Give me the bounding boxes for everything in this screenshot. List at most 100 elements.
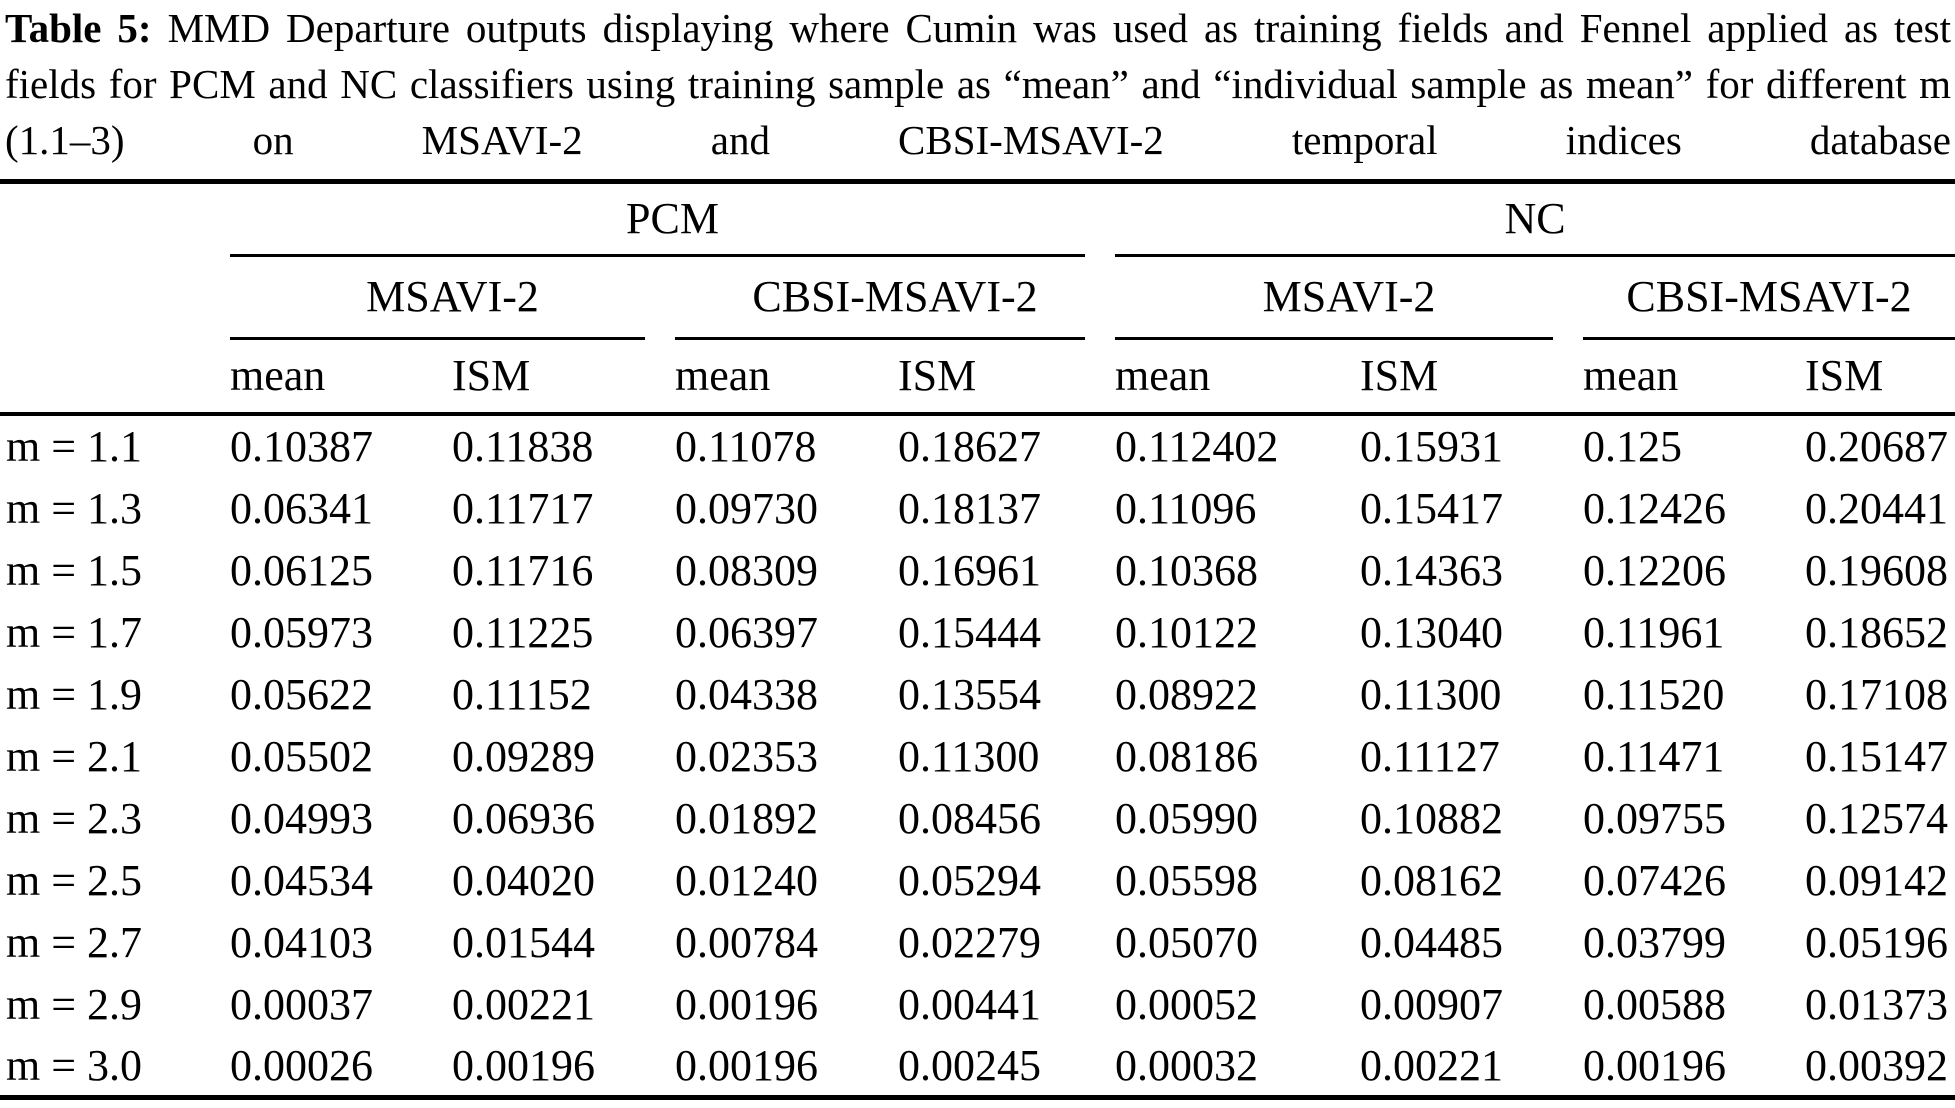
col-header-ism-4: ISM	[1805, 351, 1884, 400]
data-cell: 0.00037	[230, 980, 373, 1029]
table-row: m = 3.0 0.00026 0.00196 0.00196 0.00245 0.000…	[0, 1036, 1955, 1098]
data-cell: 0.11096	[1115, 484, 1257, 533]
index-header-nc-msavi2: MSAVI-2	[1262, 272, 1436, 321]
table-body: m = 1.1 0.10387 0.11838 0.11078 0.18627 0.112…	[0, 416, 1955, 1098]
row-label: m = 1.7	[6, 608, 143, 657]
rule-cell	[230, 253, 1115, 257]
data-cell: 0.112402	[1115, 422, 1279, 471]
data-cell: 0.17108	[1805, 670, 1949, 719]
rule-under-pcm-cbsi	[675, 336, 1086, 340]
row-label: m = 1.1	[6, 422, 143, 471]
data-cell: 0.10122	[1115, 608, 1259, 657]
data-cell: 0.15147	[1805, 732, 1949, 781]
data-cell: 0.16961	[898, 546, 1041, 595]
data-cell: 0.13554	[898, 670, 1041, 719]
data-cell: 0.08922	[1115, 670, 1259, 719]
data-cell: 0.04993	[230, 794, 373, 843]
table-row: m = 1.3 0.06341 0.11717 0.09730 0.18137 0.110…	[0, 478, 1955, 540]
data-cell: 0.00052	[1115, 980, 1259, 1029]
table-row: m = 1.9 0.05622 0.11152 0.04338 0.13554 0.089…	[0, 664, 1955, 726]
rule-cell	[1115, 253, 1955, 257]
row-label: m = 2.9	[6, 980, 143, 1029]
data-cell: 0.11300	[898, 732, 1040, 781]
col-header-ism-2: ISM	[898, 351, 977, 400]
data-cell: 0.18627	[898, 422, 1041, 471]
group-header-pcm: PCM	[626, 194, 719, 244]
table-row: m = 2.7 0.04103 0.01544 0.00784 0.02279 0.050…	[0, 912, 1955, 974]
rule-cell	[1583, 336, 1955, 340]
data-cell: 0.00441	[898, 980, 1041, 1029]
data-cell: 0.03799	[1583, 918, 1727, 967]
data-cell: 0.05294	[898, 856, 1041, 905]
data-cell: 0.08162	[1360, 856, 1504, 905]
data-cell: 0.04534	[230, 856, 373, 905]
data-cell: 0.18652	[1805, 608, 1949, 657]
data-cell: 0.11225	[452, 608, 594, 657]
data-cell: 0.09142	[1805, 856, 1949, 905]
data-cell: 0.12206	[1583, 546, 1727, 595]
rule-cell	[675, 336, 1115, 340]
data-cell: 0.00784	[675, 918, 818, 967]
data-cell: 0.00196	[1583, 1040, 1727, 1090]
col-header-ism-1: ISM	[452, 351, 531, 400]
group-header-nc: NC	[1504, 194, 1566, 244]
data-cell: 0.11717	[452, 484, 594, 533]
index-header-nc-cbsi-msavi2: CBSI-MSAVI-2	[1626, 272, 1912, 321]
rule-under-pcm-msavi2	[230, 336, 645, 340]
data-cell: 0.06397	[675, 608, 818, 657]
table-row: m = 1.7 0.05973 0.11225 0.06397 0.15444 0.101…	[0, 602, 1955, 664]
rule-cell	[0, 411, 1955, 416]
index-rule-row	[0, 336, 1955, 340]
col-header-mean-3: mean	[1115, 351, 1211, 400]
group-rule-row	[0, 253, 1955, 257]
data-cell: 0.00907	[1360, 980, 1504, 1029]
data-cell: 0.05973	[230, 608, 373, 657]
data-cell: 0.20687	[1805, 422, 1949, 471]
data-cell: 0.11520	[1583, 670, 1725, 719]
rule-under-nc-cbsi	[1583, 336, 1955, 340]
data-cell: 0.19608	[1805, 546, 1949, 595]
data-cell: 0.11961	[1583, 608, 1725, 657]
row-label: m = 1.5	[6, 546, 143, 595]
data-cell: 0.05196	[1805, 918, 1949, 967]
data-cell: 0.12574	[1805, 794, 1949, 843]
data-cell: 0.13040	[1360, 608, 1504, 657]
data-cell: 0.06125	[230, 546, 373, 595]
header-body-rule-row	[0, 411, 1955, 416]
data-cell: 0.07426	[1583, 856, 1727, 905]
data-cell: 0.01373	[1805, 980, 1949, 1029]
data-cell: 0.10387	[230, 422, 373, 471]
data-cell: 0.00221	[452, 980, 595, 1029]
table-row: m = 2.3 0.04993 0.06936 0.01892 0.08456 0.059…	[0, 788, 1955, 850]
data-cell: 0.00392	[1805, 1040, 1949, 1090]
data-cell: 0.15931	[1360, 422, 1504, 471]
table-row: m = 2.9 0.00037 0.00221 0.00196 0.00441 0.000…	[0, 974, 1955, 1036]
data-cell: 0.11838	[452, 422, 594, 471]
column-header-row: mean ISM mean ISM mean ISM mean ISM	[0, 340, 1955, 412]
row-label: m = 1.9	[6, 670, 143, 719]
empty-cell	[0, 340, 230, 412]
data-cell: 0.09730	[675, 484, 818, 533]
data-cell: 0.05502	[230, 732, 373, 781]
data-cell: 0.125	[1583, 422, 1683, 471]
data-cell: 0.02279	[898, 918, 1041, 967]
data-cell: 0.14363	[1360, 546, 1504, 595]
data-cell: 0.04485	[1360, 918, 1504, 967]
data-cell: 0.06341	[230, 484, 373, 533]
midrule	[0, 411, 1955, 416]
rule-under-nc-msavi2	[1115, 336, 1554, 340]
classifier-group-header-row: PCM NC	[0, 182, 1955, 254]
data-cell: 0.01240	[675, 856, 818, 905]
data-cell: 0.11152	[452, 670, 592, 719]
col-header-mean-2: mean	[675, 351, 771, 400]
row-label: m = 3.0	[6, 1040, 143, 1090]
data-cell: 0.08309	[675, 546, 818, 595]
col-header-ism-3: ISM	[1360, 351, 1439, 400]
rule-under-pcm	[230, 253, 1086, 257]
row-label: m = 2.5	[6, 856, 143, 905]
row-label: m = 2.7	[6, 918, 143, 967]
data-cell: 0.11716	[452, 546, 594, 595]
data-cell: 0.06936	[452, 794, 595, 843]
table-row: m = 1.1 0.10387 0.11838 0.11078 0.18627 0.112…	[0, 416, 1955, 478]
data-cell: 0.11127	[1360, 732, 1500, 781]
